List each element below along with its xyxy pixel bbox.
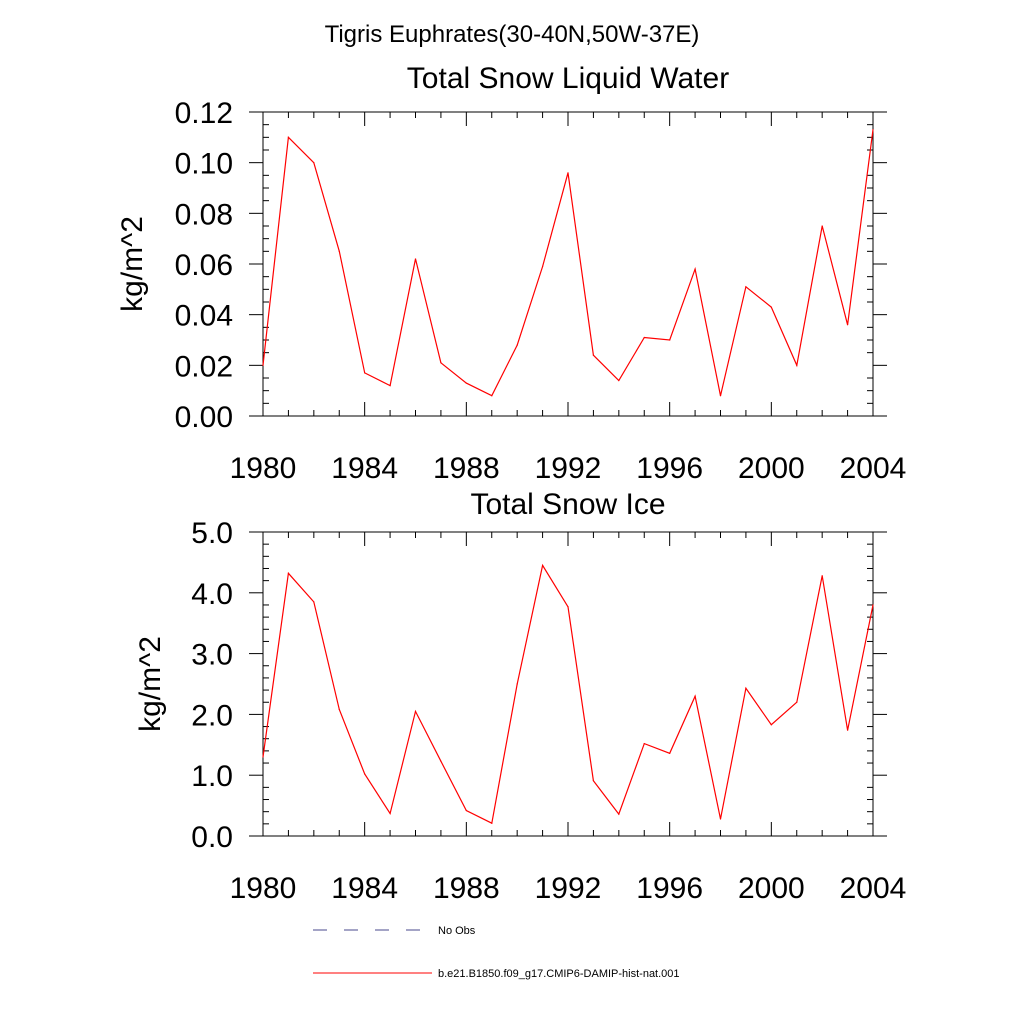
data-point [465,809,467,812]
chart-title: Total Snow Ice [470,488,665,521]
data-point [313,162,315,164]
data-point [719,395,722,397]
data-point [745,687,747,689]
x-tick-label: 1996 [636,872,703,905]
chart-panels: Total Snow Liquid Water kg/m^2 1980 1984 198… [116,62,906,905]
data-point [694,695,696,697]
data-point [491,822,493,824]
data-point [516,683,518,685]
x-tick-label: 2000 [738,872,805,905]
data-point [465,382,467,384]
data-point [516,344,518,346]
chart-title: Total Snow Liquid Water [407,62,729,95]
data-point [287,572,290,574]
y-tick-label: 3.0 [191,639,233,672]
series-line-1 [262,129,874,397]
legend-entry-2: b.e21.B1850.f09_g17.CMIP6-DAMIP-hist-nat… [313,968,680,980]
x-tick-label: 1980 [230,452,297,485]
data-point [643,742,645,745]
data-point [592,354,595,356]
x-tick-label: 1988 [433,452,500,485]
legend: No Obs b.e21.B1850.f09_g17.CMIP6-DAMIP-hi… [313,925,680,980]
x-tick-label: 2004 [840,872,907,905]
plot-frame [262,111,874,417]
data-point [389,812,391,815]
data-point [338,708,340,711]
data-point [821,225,823,227]
data-point [287,136,290,138]
legend-entry-1: No Obs [313,925,476,937]
data-point [872,604,874,606]
x-tick-label: 1984 [331,452,398,485]
data-point [364,372,366,374]
data-point [313,601,315,603]
data-point [567,172,569,174]
x-tick-label: 2004 [840,452,907,485]
data-point [745,286,747,288]
y-tick-label: 5.0 [191,517,233,550]
y-tick-label: 0.10 [175,148,233,181]
data-point [669,339,671,341]
data-point [618,379,620,382]
x-tick-label: 2000 [738,452,805,485]
data-point [770,306,772,308]
data-point [592,780,595,782]
y-tick-label: 4.0 [191,578,233,611]
y-tick-label: 0.00 [175,401,233,434]
data-point [491,395,493,397]
data-point [796,364,798,366]
y-tick-label: 0.12 [175,97,233,130]
data-point [821,575,823,577]
y-tick-label: 2.0 [191,699,233,732]
y-tick-label: 0.06 [175,249,233,282]
chart-panel-1: Total Snow Liquid Water kg/m^2 1980 1984 198… [116,62,906,485]
data-point [262,364,264,366]
y-tick-label: 0.04 [175,300,233,333]
y-tick-label: 0.0 [191,821,233,854]
legend-label: No Obs [438,925,476,937]
data-point [846,324,849,326]
y-axis-label: kg/m^2 [116,216,149,312]
data-point [796,701,798,703]
data-point [846,729,849,731]
data-point [414,710,417,712]
data-point [414,258,417,260]
y-tick-label: 0.08 [175,198,233,231]
y-tick-label: 0.02 [175,350,233,383]
plot-frame [262,531,874,837]
data-point [541,265,544,268]
legend-label: b.e21.B1850.f09_g17.CMIP6-DAMIP-hist-nat… [438,968,680,980]
data-point [872,129,874,131]
x-tick-label: 1980 [230,872,297,905]
data-point [669,752,671,754]
data-point [389,385,391,387]
y-tick-label: 1.0 [191,760,233,793]
x-tick-label: 1984 [331,872,398,905]
data-point [694,268,696,270]
data-point [262,756,264,758]
series-line-1 [262,563,874,825]
data-point [440,362,442,364]
data-point [567,606,569,608]
data-point [338,250,340,252]
data-point [541,564,544,567]
y-axis-label: kg/m^2 [134,636,167,732]
data-point [364,773,366,775]
data-point [643,336,645,339]
data-point [440,760,442,762]
x-tick-label: 1996 [636,452,703,485]
chart-panel-2: Total Snow Ice kg/m^2 1980 1984 1988 1992 1996… [134,488,906,905]
data-point [719,818,722,820]
data-point [618,813,620,815]
x-tick-label: 1992 [535,452,602,485]
figure-suptitle: Tigris Euphrates(30-40N,50W-37E) [325,21,700,48]
x-tick-label: 1988 [433,872,500,905]
data-point [770,724,772,726]
x-tick-label: 1992 [535,872,602,905]
